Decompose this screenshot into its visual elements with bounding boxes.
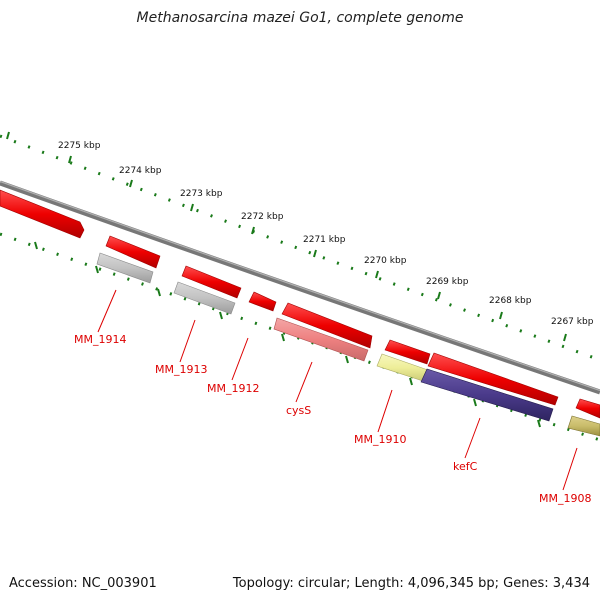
cds-arrow[interactable] xyxy=(281,302,373,349)
leader-line xyxy=(562,447,578,491)
cds-arrow[interactable] xyxy=(0,189,85,239)
accession-text: Accession: NC_003901 xyxy=(9,576,157,591)
major-tick xyxy=(281,333,285,342)
cds-arrow[interactable] xyxy=(384,339,431,365)
kbp-label: 2267 kbp xyxy=(551,317,594,327)
gene-label[interactable]: MM_1910 xyxy=(354,433,406,446)
cds-arrow[interactable] xyxy=(181,265,242,299)
major-tick xyxy=(473,398,477,407)
pink-feature[interactable] xyxy=(273,317,369,362)
major-tick xyxy=(499,311,503,320)
annotation-features xyxy=(96,252,600,437)
outer-major-ticks xyxy=(6,131,567,342)
cds-features xyxy=(0,189,600,419)
cds-arrow[interactable] xyxy=(575,398,600,419)
gene-labels: MM_1914 MM_1913 MM_1912 cysS MM_1910 kef… xyxy=(74,333,591,505)
major-tick xyxy=(95,265,99,274)
gene-label[interactable]: MM_1914 xyxy=(74,333,126,346)
major-tick xyxy=(157,288,161,297)
leader-line xyxy=(464,417,481,459)
gray-feature[interactable] xyxy=(96,252,154,284)
gene-label[interactable]: MM_1912 xyxy=(207,382,259,395)
cds-arrow[interactable] xyxy=(105,235,161,269)
major-tick xyxy=(6,131,10,140)
major-tick xyxy=(68,155,72,164)
kbp-label: 2273 kbp xyxy=(180,189,223,199)
major-tick xyxy=(563,333,567,342)
leader-line xyxy=(377,389,393,433)
map-title: Methanosarcina mazei Go1, complete genom… xyxy=(137,10,464,26)
major-tick xyxy=(375,270,379,279)
leader-line xyxy=(295,361,313,403)
cds-arrow[interactable] xyxy=(427,352,559,406)
major-tick xyxy=(190,203,194,212)
major-tick xyxy=(129,179,133,188)
major-tick xyxy=(251,226,255,235)
cds-arrow[interactable] xyxy=(248,291,277,312)
topology-text: Topology: circular; Length: 4,096,345 bp… xyxy=(232,576,590,591)
leader-line xyxy=(231,337,249,381)
major-tick xyxy=(537,419,541,428)
gene-label[interactable]: kefC xyxy=(453,460,478,473)
leader-line xyxy=(179,319,196,363)
gene-label[interactable]: cysS xyxy=(286,404,311,417)
label-leaders xyxy=(97,289,578,491)
olive-feature[interactable] xyxy=(567,415,600,437)
kbp-label: 2274 kbp xyxy=(119,166,162,176)
kbp-label: 2271 kbp xyxy=(303,235,346,245)
outer-tick-ruler xyxy=(0,134,600,362)
kbp-label: 2270 kbp xyxy=(364,256,407,266)
kbp-label: 2275 kbp xyxy=(58,141,101,151)
gene-label[interactable]: MM_1913 xyxy=(155,363,207,376)
kbp-label: 2268 kbp xyxy=(489,296,532,306)
major-tick xyxy=(219,311,223,320)
kbp-labels: 2275 kbp 2274 kbp 2273 kbp 2272 kbp 2271… xyxy=(58,141,594,327)
backbone-highlight xyxy=(0,180,600,392)
purple-feature[interactable] xyxy=(420,368,554,422)
inner-major-ticks xyxy=(34,241,541,428)
gene-label[interactable]: MM_1908 xyxy=(539,492,591,505)
genome-backbone xyxy=(0,180,600,395)
major-tick xyxy=(313,249,317,258)
major-tick xyxy=(437,291,441,300)
leader-line xyxy=(97,289,117,333)
major-tick xyxy=(345,355,349,364)
major-tick xyxy=(409,377,413,386)
kbp-label: 2272 kbp xyxy=(241,212,284,222)
kbp-label: 2269 kbp xyxy=(426,277,469,287)
major-tick xyxy=(34,241,38,250)
gray-feature[interactable] xyxy=(173,281,236,315)
